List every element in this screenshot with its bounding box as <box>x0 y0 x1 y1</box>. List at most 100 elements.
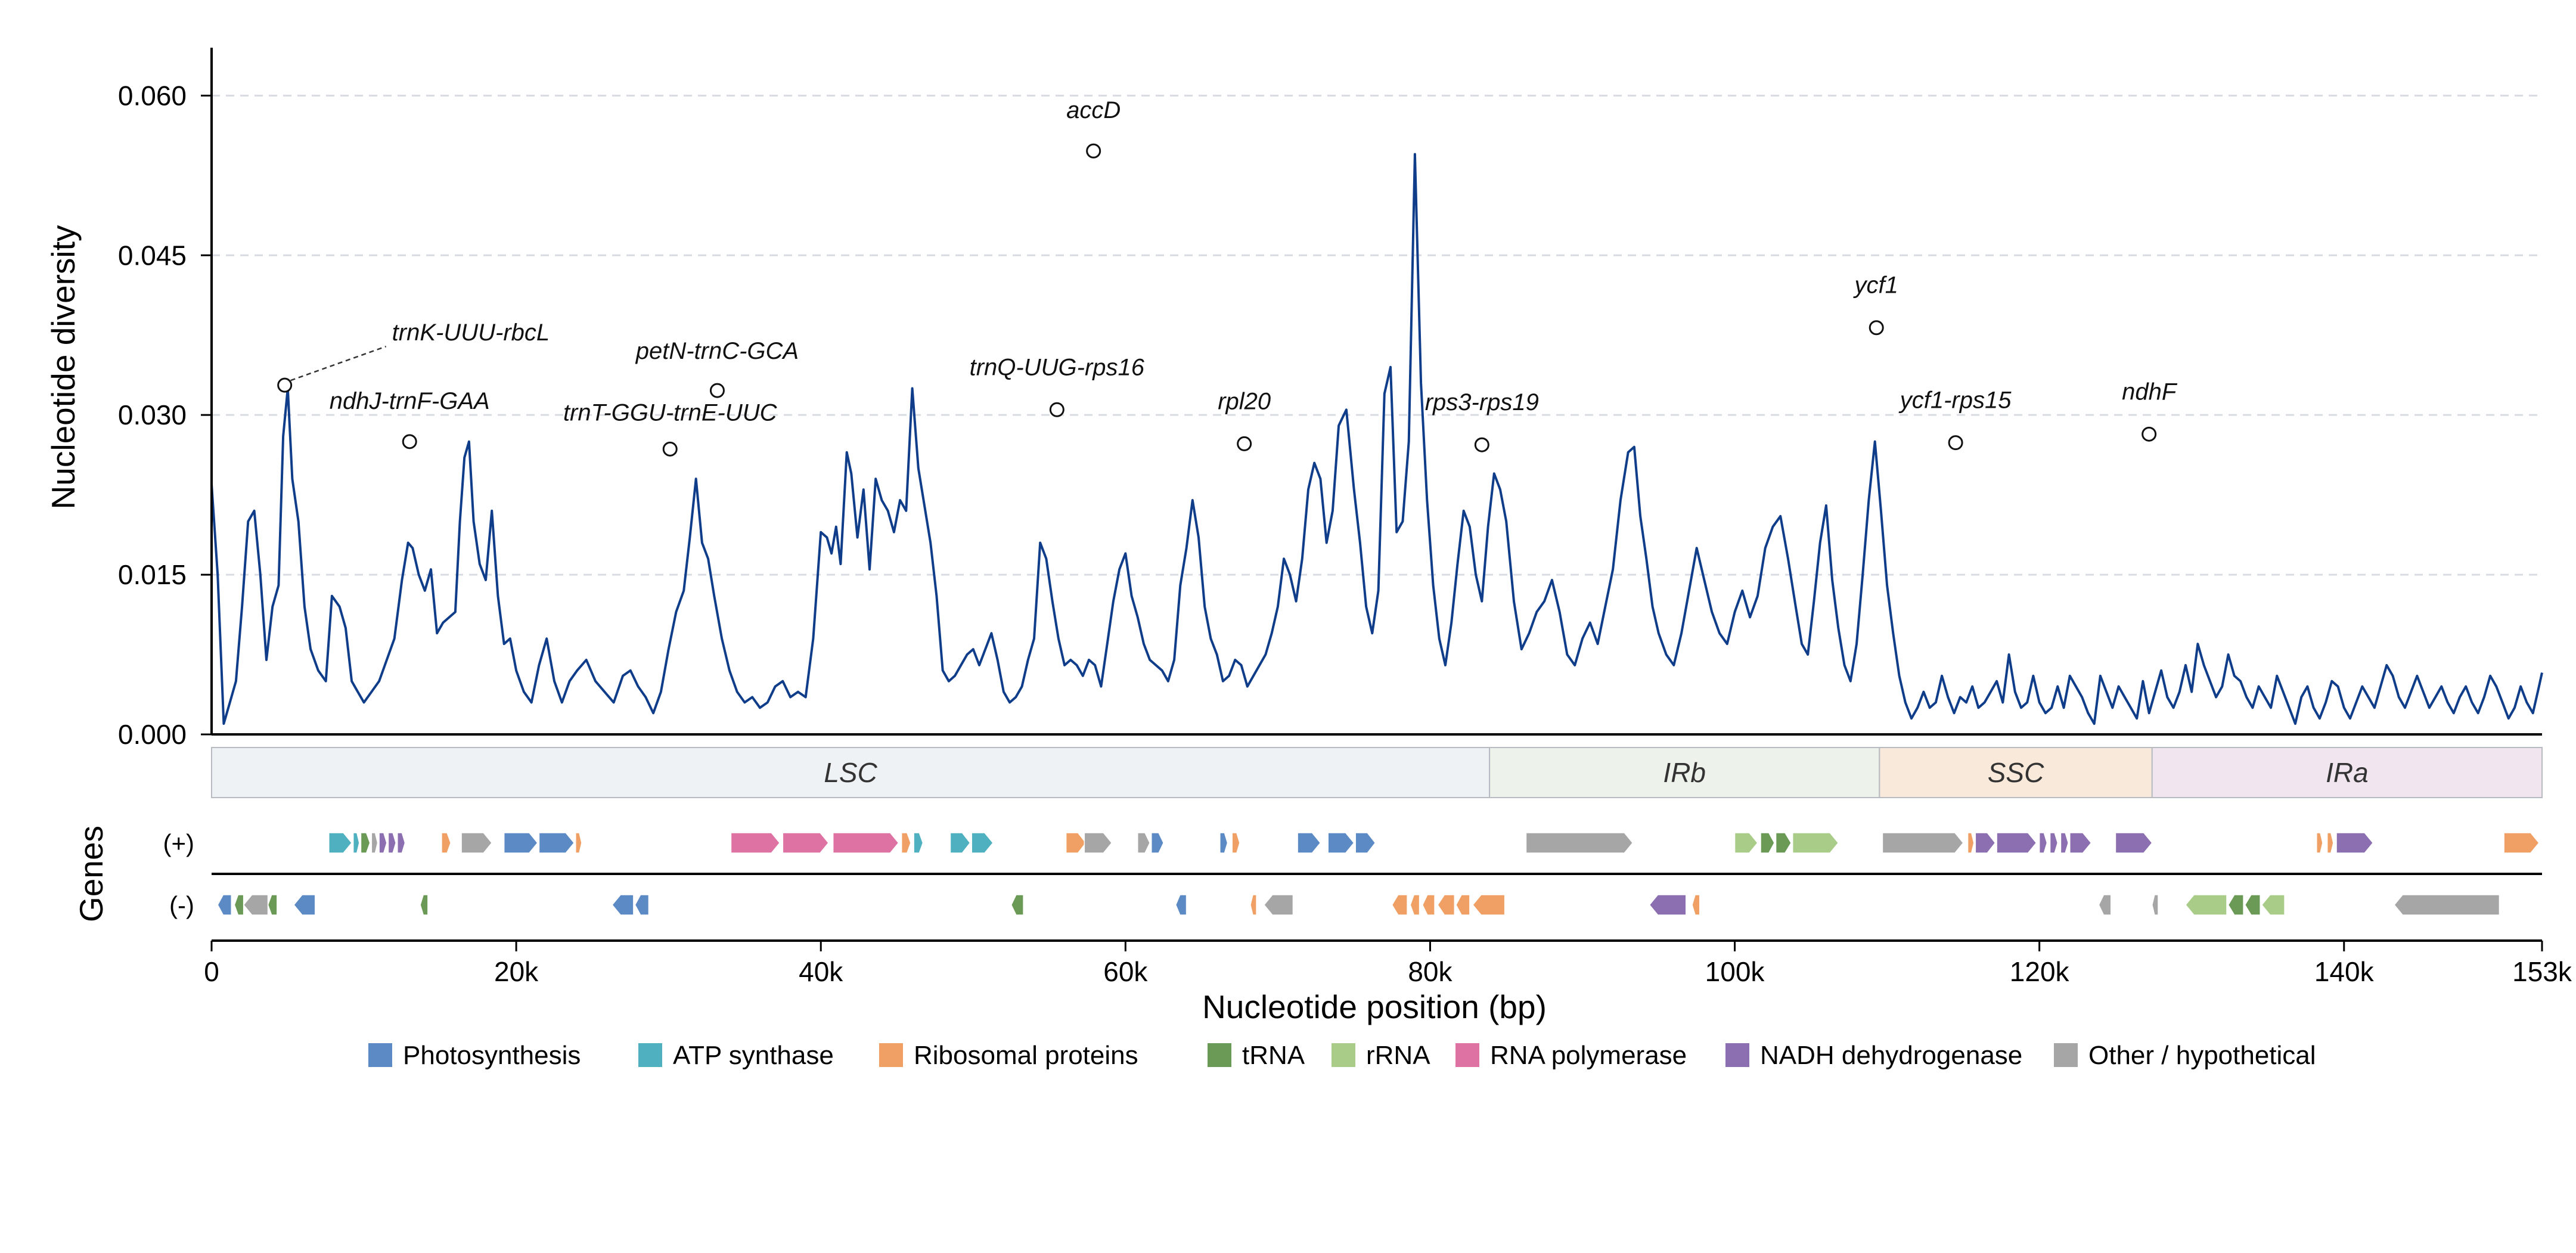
gene-arrow <box>2069 832 2092 854</box>
gene-arrow <box>234 894 244 916</box>
gene-arrow <box>538 832 575 854</box>
gene-arrow <box>1967 832 1975 854</box>
legend-swatch <box>638 1043 662 1067</box>
peak-label: rps3-rps19 <box>1425 389 1539 415</box>
peak-label: trnT-GGU-trnE-UUC <box>563 399 778 426</box>
gene-arrow <box>1760 832 1775 854</box>
gene-arrow <box>1996 832 2037 854</box>
gene-arrow <box>387 832 397 854</box>
y-tick-label: 0.060 <box>118 80 187 111</box>
y-tick-label: 0.015 <box>118 559 187 590</box>
gene-arrow <box>1250 894 1257 916</box>
gene-arrow <box>360 832 371 854</box>
gene-arrow <box>634 894 650 916</box>
strand-label: (+) <box>163 829 195 857</box>
gene-arrow <box>328 832 353 854</box>
gene-arrow <box>2503 832 2540 854</box>
peak-marker <box>1869 320 1884 336</box>
y-axis-title: Nucleotide diversity <box>45 225 82 509</box>
legend-swatch <box>2054 1043 2078 1067</box>
gene-arrow <box>1410 894 1420 916</box>
gene-arrow <box>2316 832 2323 854</box>
legend-swatch <box>368 1043 392 1067</box>
genes-track-title: Genes <box>73 826 110 922</box>
peak-label: accD <box>1066 97 1121 123</box>
x-axis-title: Nucleotide position (bp) <box>1202 988 1547 1025</box>
gene-arrow <box>2060 832 2069 854</box>
gene-track: (+) (-) <box>163 829 2542 919</box>
gene-arrow <box>1472 894 1506 916</box>
gene-arrow <box>1792 832 1839 854</box>
x-tick-label: 40k <box>799 956 843 987</box>
peak-marker <box>402 434 417 449</box>
x-tick-label: 140k <box>2314 956 2375 987</box>
gene-arrow <box>293 894 316 916</box>
diversity-line <box>210 153 2543 725</box>
gene-arrow <box>352 832 360 854</box>
gene-arrow <box>503 832 538 854</box>
gene-arrow <box>2394 894 2500 916</box>
peak-marker <box>1474 437 1489 452</box>
gene-arrow <box>2336 832 2374 854</box>
gene-arrow <box>730 832 781 854</box>
gene-arrow <box>1151 832 1165 854</box>
gene-arrow <box>420 894 429 916</box>
region-lsc <box>211 747 1491 798</box>
gene-arrow <box>1065 832 1087 854</box>
legend-swatch <box>1725 1043 1749 1067</box>
gene-arrow <box>1297 832 1321 854</box>
gene-arrow <box>1649 894 1687 916</box>
legend-label: Ribosomal proteins <box>914 1041 1138 1070</box>
gene-arrow <box>612 894 634 916</box>
peak-marker <box>277 377 293 393</box>
gene-arrow <box>2049 832 2059 854</box>
gene-arrow <box>2038 832 2048 854</box>
gene-arrow <box>949 832 971 854</box>
peak-label: trnQ-UUG-rps16 <box>970 354 1145 380</box>
x-tick-label: 20k <box>494 956 539 987</box>
region-label: IRa <box>2326 757 2369 788</box>
region-ira <box>2151 747 2543 798</box>
x-tick-label: 0 <box>204 956 219 987</box>
peak-leader-line <box>290 345 387 382</box>
gene-arrow <box>1525 832 1634 854</box>
gene-arrow <box>901 832 911 854</box>
gene-arrow <box>832 832 899 854</box>
peak-marker <box>1237 436 1252 451</box>
legend-label: NADH dehydrogenase <box>1760 1041 2022 1070</box>
strand-label: (-) <box>169 891 194 919</box>
gene-arrow <box>1775 832 1792 854</box>
y-tick-label: 0.000 <box>118 719 187 750</box>
gene-arrow <box>2185 894 2227 916</box>
gene-arrow <box>1231 832 1240 854</box>
peak-marker <box>709 383 725 398</box>
x-tick-label: 80k <box>1408 956 1453 987</box>
gene-arrow <box>913 832 924 854</box>
gene-arrow <box>441 832 452 854</box>
diversity-line-group <box>210 153 2543 725</box>
axes: 0.000 0.015 0.030 0.045 0.060 0 20k 40k 60k 80k 10… <box>118 48 2572 987</box>
legend-label: Other / hypothetical <box>2088 1041 2316 1070</box>
gene-arrow <box>971 832 994 854</box>
legend-swatch <box>1455 1043 1479 1067</box>
legend-label: RNA polymerase <box>1490 1041 1687 1070</box>
gene-arrow <box>1422 894 1435 916</box>
gene-arrow <box>2227 894 2244 916</box>
gene-arrow <box>2261 894 2285 916</box>
gene-arrow <box>1437 894 1455 916</box>
gene-arrow <box>1455 894 1470 916</box>
legend-label: ATP synthase <box>673 1041 834 1070</box>
peak-label: ycf1 <box>1853 272 1898 299</box>
x-tick-label: 120k <box>2010 956 2070 987</box>
peak-label: ycf1-rps15 <box>1898 387 2012 414</box>
x-tick-label: 153k <box>2512 956 2572 987</box>
gene-arrow <box>1391 894 1408 916</box>
legend-label: rRNA <box>1366 1041 1430 1070</box>
gene-arrow <box>1692 894 1700 916</box>
region-label: LSC <box>824 757 877 788</box>
gene-arrow <box>1355 832 1376 854</box>
peak-marker <box>1086 143 1101 159</box>
gene-arrow <box>2098 894 2112 916</box>
gene-arrow <box>782 832 829 854</box>
